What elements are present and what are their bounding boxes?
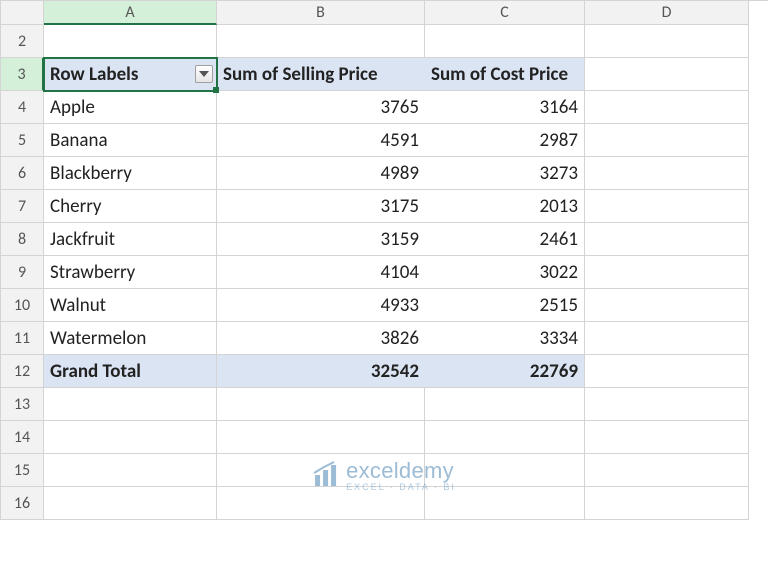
pivot-row-cost[interactable]: 2987 — [425, 124, 585, 157]
pivot-row-cost[interactable]: 3273 — [425, 157, 585, 190]
pivot-row-label[interactable]: Watermelon — [44, 322, 217, 355]
cell[interactable] — [44, 487, 217, 520]
cell[interactable] — [44, 421, 217, 454]
cell[interactable] — [585, 91, 749, 124]
column-header-b[interactable]: B — [217, 1, 425, 25]
cell[interactable] — [585, 355, 749, 388]
pivot-row-cost[interactable]: 2013 — [425, 190, 585, 223]
chevron-down-icon — [199, 71, 209, 77]
pivot-row-selling[interactable]: 3826 — [217, 322, 425, 355]
pivot-row-cost[interactable]: 3334 — [425, 322, 585, 355]
cell[interactable] — [585, 256, 749, 289]
pivot-header-cost[interactable]: Sum of Cost Price — [425, 58, 585, 91]
cell[interactable] — [425, 421, 585, 454]
pivot-header-row-labels[interactable]: Row Labels — [44, 58, 217, 91]
pivot-row-cost[interactable]: 3022 — [425, 256, 585, 289]
pivot-row-selling[interactable]: 3159 — [217, 223, 425, 256]
cell[interactable] — [585, 25, 749, 58]
pivot-row-label[interactable]: Strawberry — [44, 256, 217, 289]
watermark: exceldemy EXCEL · DATA · BI — [312, 458, 456, 492]
cell[interactable] — [217, 25, 425, 58]
pivot-row-selling[interactable]: 3175 — [217, 190, 425, 223]
row-labels-filter-button[interactable] — [195, 65, 213, 83]
pivot-row-cost[interactable]: 2515 — [425, 289, 585, 322]
pivot-row-label[interactable]: Cherry — [44, 190, 217, 223]
pivot-row-selling[interactable]: 4104 — [217, 256, 425, 289]
pivot-row-label[interactable]: Blackberry — [44, 157, 217, 190]
cell[interactable] — [585, 124, 749, 157]
cell[interactable] — [585, 322, 749, 355]
pivot-row-cost[interactable]: 2461 — [425, 223, 585, 256]
row-header[interactable]: 5 — [1, 124, 44, 157]
row-header[interactable]: 15 — [1, 454, 44, 487]
pivot-grand-total-label[interactable]: Grand Total — [44, 355, 217, 388]
row-header[interactable]: 6 — [1, 157, 44, 190]
row-header[interactable]: 8 — [1, 223, 44, 256]
row-header[interactable]: 16 — [1, 487, 44, 520]
pivot-row-selling[interactable]: 4989 — [217, 157, 425, 190]
cell[interactable] — [44, 25, 217, 58]
cell[interactable] — [585, 58, 749, 91]
row-header[interactable]: 9 — [1, 256, 44, 289]
column-header-d[interactable]: D — [585, 1, 749, 25]
pivot-row-label[interactable]: Jackfruit — [44, 223, 217, 256]
cell[interactable] — [44, 454, 217, 487]
cell[interactable] — [585, 421, 749, 454]
row-header[interactable]: 13 — [1, 388, 44, 421]
cell[interactable] — [585, 223, 749, 256]
pivot-grand-total-selling[interactable]: 32542 — [217, 355, 425, 388]
watermark-brand: exceldemy — [346, 458, 456, 484]
row-header[interactable]: 12 — [1, 355, 44, 388]
row-header[interactable]: 14 — [1, 421, 44, 454]
cell[interactable] — [585, 388, 749, 421]
cell[interactable] — [585, 289, 749, 322]
cell[interactable] — [217, 388, 425, 421]
pivot-row-label[interactable]: Apple — [44, 91, 217, 124]
pivot-row-selling[interactable]: 4933 — [217, 289, 425, 322]
cell[interactable] — [425, 25, 585, 58]
cell[interactable] — [425, 388, 585, 421]
row-header[interactable]: 4 — [1, 91, 44, 124]
pivot-row-selling[interactable]: 3765 — [217, 91, 425, 124]
spreadsheet-grid[interactable]: A B C D 2 3 Row Labels Sum of Selling Pr… — [0, 0, 768, 520]
cell[interactable] — [585, 157, 749, 190]
cell[interactable] — [585, 190, 749, 223]
select-all-corner[interactable] — [1, 1, 44, 25]
row-header[interactable]: 10 — [1, 289, 44, 322]
pivot-row-label[interactable]: Walnut — [44, 289, 217, 322]
pivot-row-label[interactable]: Banana — [44, 124, 217, 157]
watermark-tagline: EXCEL · DATA · BI — [346, 482, 456, 492]
cell[interactable] — [217, 421, 425, 454]
pivot-header-selling[interactable]: Sum of Selling Price — [217, 58, 425, 91]
pivot-row-selling[interactable]: 4591 — [217, 124, 425, 157]
pivot-row-cost[interactable]: 3164 — [425, 91, 585, 124]
pivot-grand-total-cost[interactable]: 22769 — [425, 355, 585, 388]
row-header[interactable]: 11 — [1, 322, 44, 355]
row-header[interactable]: 7 — [1, 190, 44, 223]
row-header[interactable]: 3 — [1, 58, 44, 91]
cell[interactable] — [44, 388, 217, 421]
exceldemy-logo-icon — [312, 461, 340, 489]
row-header[interactable]: 2 — [1, 25, 44, 58]
column-header-c[interactable]: C — [425, 1, 585, 25]
cell[interactable] — [585, 454, 749, 487]
column-header-a[interactable]: A — [44, 1, 217, 25]
pivot-header-text: Row Labels — [50, 63, 138, 86]
cell[interactable] — [585, 487, 749, 520]
